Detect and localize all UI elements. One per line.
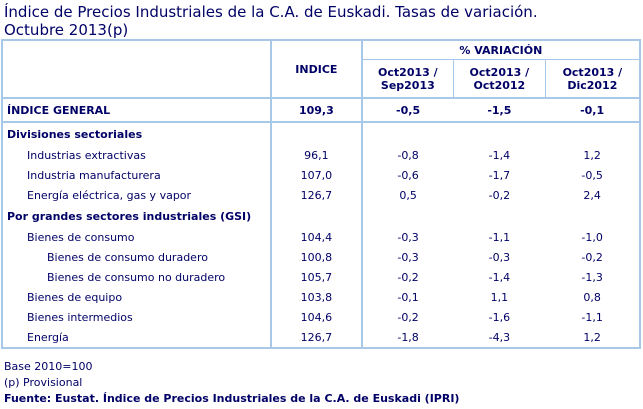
header-col-sep2013: Oct2013 /Sep2013 xyxy=(360,59,454,99)
page-title: Índice de Precios Industriales de la C.A… xyxy=(4,3,538,39)
note-base: Base 2010=100 xyxy=(4,360,93,373)
header-col-dic2012: Oct2013 /Dic2012 xyxy=(544,59,640,99)
section-gsi: Por grandes sectores industriales (GSI) xyxy=(2,205,640,227)
row-indice-general: ÍNDICE GENERAL 109,3 -0,5 -1,5 -0,1 xyxy=(2,98,640,123)
table-row: Bienes de equipo 103,8 -0,1 1,1 0,8 xyxy=(2,287,640,307)
table-row: Bienes de consumo no duradero 105,7 -0,2… xyxy=(2,267,640,287)
table-row: Bienes de consumo 104,4 -0,3 -1,1 -1,0 xyxy=(2,227,640,247)
table-row: Bienes de consumo duradero 100,8 -0,3 -0… xyxy=(2,247,640,267)
header-indice: INDICE xyxy=(270,40,362,99)
table-row: Energía eléctrica, gas y vapor 126,7 0,5… xyxy=(2,185,640,205)
table-row: Industrias extractivas 96,1 -0,8 -1,4 1,… xyxy=(2,145,640,165)
table-notes: Base 2010=100 (p) Provisional Fuente: Eu… xyxy=(4,359,459,407)
ipri-table: INDICE % VARIACIÓN Oct2013 /Sep2013 Oct2… xyxy=(1,39,641,349)
note-provisional: (p) Provisional xyxy=(4,376,83,389)
title-line-2: Octubre 2013(p) xyxy=(4,21,129,39)
title-line-1: Índice de Precios Industriales de la C.A… xyxy=(4,3,538,21)
table-row: Bienes intermedios 104,6 -0,2 -1,6 -1,1 xyxy=(2,307,640,327)
table-row: Energía 126,7 -1,8 -4,3 1,2 xyxy=(2,327,640,348)
note-source: Fuente: Eustat. Índice de Precios Indust… xyxy=(4,392,460,405)
section-divisiones: Divisiones sectoriales xyxy=(2,122,640,145)
table-row: Industria manufacturera 107,0 -0,6 -1,7 … xyxy=(2,165,640,185)
header-col-oct2012: Oct2013 /Oct2012 xyxy=(452,59,546,99)
header-variacion: % VARIACIÓN xyxy=(360,40,640,60)
header-blank xyxy=(2,40,271,99)
